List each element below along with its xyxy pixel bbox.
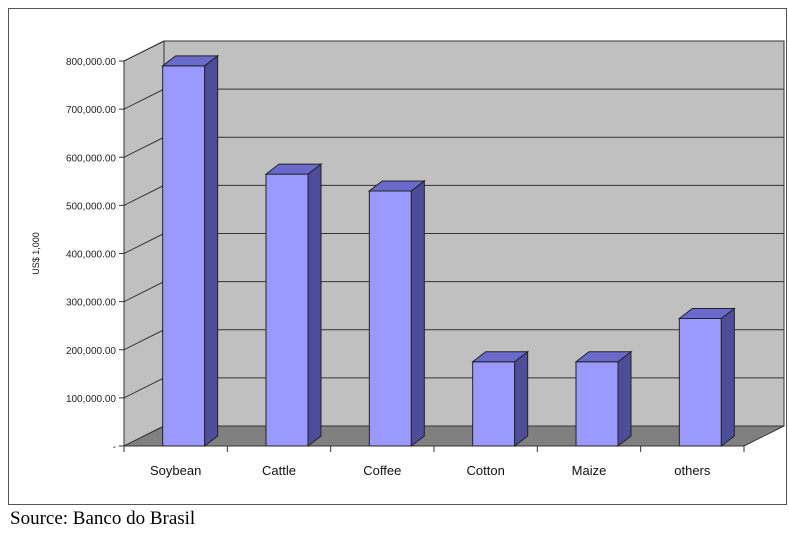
bar-front <box>265 173 309 447</box>
gridline-side <box>123 184 165 206</box>
bar-top <box>264 163 323 175</box>
y-tick-label: 300,000.00 <box>66 298 116 309</box>
bar-front <box>162 65 206 447</box>
x-tick-label: Soybean <box>150 463 201 478</box>
bar-side <box>617 350 632 448</box>
y-tick-label: 600,000.00 <box>66 153 116 164</box>
bar-front <box>678 317 722 447</box>
x-tick-label: others <box>674 463 711 478</box>
y-axis-label: US$ 1,000 <box>31 232 41 275</box>
bar-front <box>472 361 516 447</box>
bar-side <box>720 307 735 448</box>
bar-top <box>161 55 220 67</box>
gridline-side <box>123 329 165 351</box>
y-tick-label: 200,000.00 <box>66 346 116 357</box>
bar-cotton <box>471 350 530 448</box>
x-tick-label: Maize <box>572 463 607 478</box>
bar-soybean <box>161 54 220 448</box>
y-tick-label: - <box>113 442 116 453</box>
bar-side <box>410 179 425 448</box>
bar-top <box>367 180 426 192</box>
y-tick-label: 100,000.00 <box>66 394 116 405</box>
y-tick-label: 400,000.00 <box>66 250 116 261</box>
y-tick-label: 800,000.00 <box>66 57 116 68</box>
bar-others <box>677 307 736 448</box>
bar-side <box>307 163 322 448</box>
x-tick-label: Coffee <box>363 463 401 478</box>
gridline-side <box>123 136 165 158</box>
bar-side <box>514 350 529 448</box>
gridline-side <box>123 377 165 399</box>
bar-cattle <box>264 163 323 448</box>
x-tick-label: Cotton <box>467 463 505 478</box>
x-tick-label: Cattle <box>262 463 296 478</box>
gridline-side <box>123 88 165 110</box>
bar-top <box>471 351 530 363</box>
gridline-side <box>123 281 165 303</box>
bar-coffee <box>367 179 426 448</box>
bar-maize <box>574 350 633 448</box>
y-tick-label: 700,000.00 <box>66 105 116 116</box>
gridline-side <box>123 233 165 254</box>
chart-frame: - 100,000.00 200,000.00 300,000.00 400,000.0… <box>8 8 787 505</box>
y-tick-label: 500,000.00 <box>66 201 116 212</box>
bar-chart: - 100,000.00 200,000.00 300,000.00 400,000.0… <box>31 40 785 478</box>
bar-front <box>368 190 412 447</box>
bar-top <box>677 307 736 319</box>
bar-side <box>204 54 219 448</box>
source-note: Source: Banco do Brasil <box>10 508 196 529</box>
bar-front <box>575 361 619 447</box>
bar-top <box>574 351 633 363</box>
gridline-side <box>123 40 165 62</box>
